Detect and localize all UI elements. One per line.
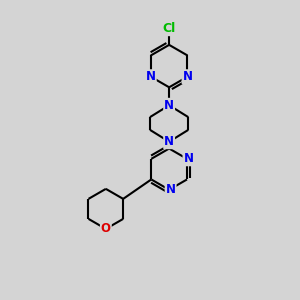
Text: N: N — [164, 135, 174, 148]
Text: N: N — [184, 152, 194, 165]
Text: Cl: Cl — [163, 22, 176, 35]
Text: N: N — [164, 99, 174, 112]
Text: N: N — [182, 70, 193, 83]
Text: N: N — [166, 183, 176, 196]
Text: N: N — [146, 70, 156, 83]
Text: O: O — [101, 222, 111, 236]
